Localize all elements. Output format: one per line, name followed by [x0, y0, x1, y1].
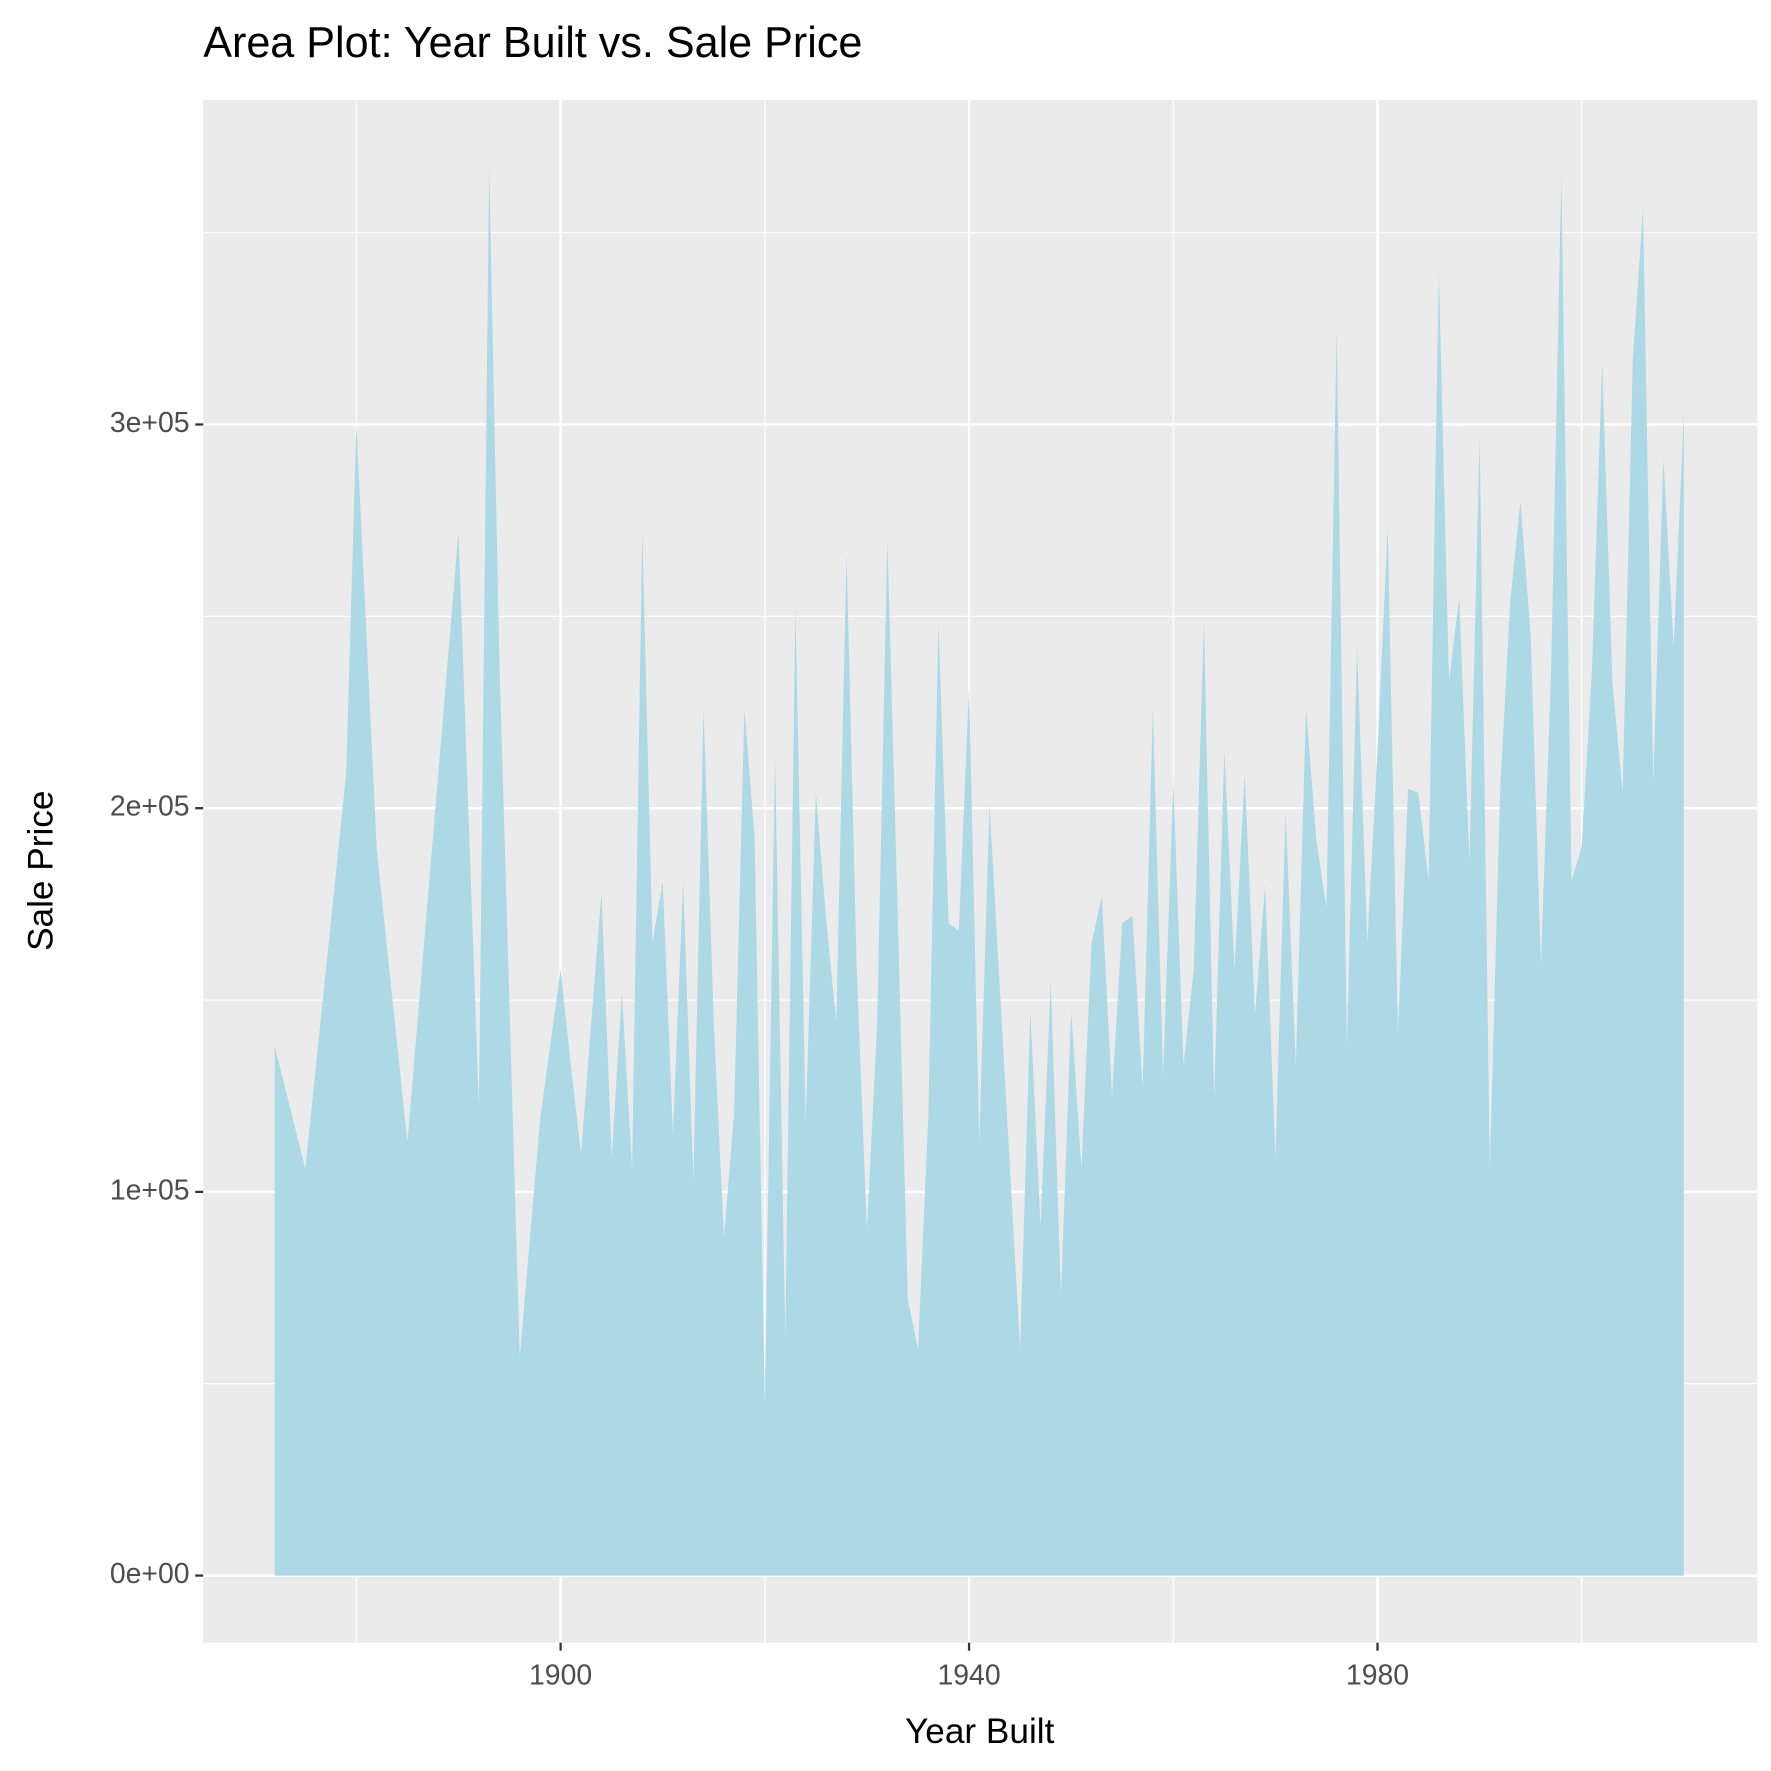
area	[274, 167, 1684, 1576]
x-tick-label: 1980	[1346, 1659, 1409, 1691]
chart-title: Area Plot: Year Built vs. Sale Price	[203, 19, 862, 67]
x-tick-label: 1940	[937, 1659, 1000, 1691]
y-tick-label: 0e+00	[110, 1558, 190, 1590]
y-tick-label: 2e+05	[110, 791, 190, 823]
x-axis-title: Year Built	[905, 1712, 1055, 1751]
y-axis-title: Sale Price	[21, 791, 60, 951]
y-tick-label: 1e+05	[110, 1174, 190, 1206]
x-tick-label: 1900	[529, 1659, 592, 1691]
y-tick-label: 3e+05	[110, 407, 190, 439]
